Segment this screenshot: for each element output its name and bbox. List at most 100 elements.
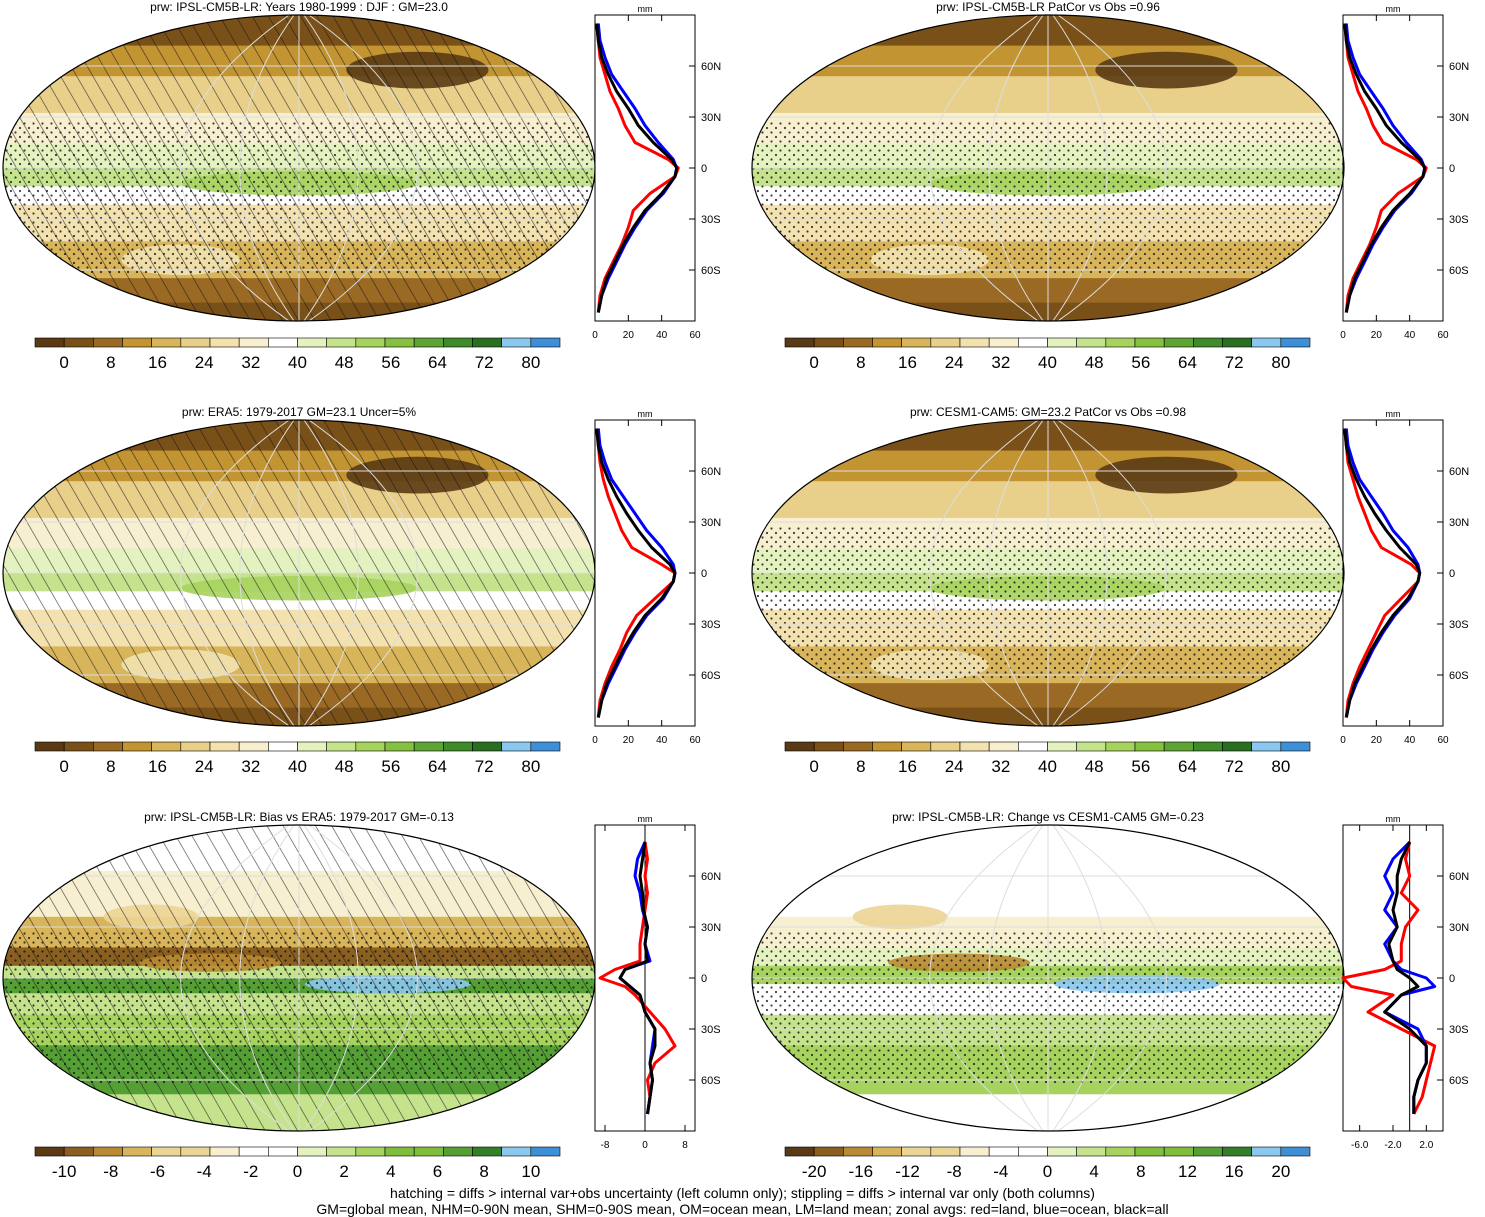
colorbar-segment	[122, 1146, 152, 1157]
zonal-lat-label: 0	[701, 973, 707, 985]
colorbar-tick-label: -2	[243, 1162, 258, 1181]
colorbar-segment	[238, 1146, 269, 1157]
colorbar-segment	[326, 741, 357, 752]
colorbar-segment	[1105, 1146, 1136, 1157]
colorbar-segment	[413, 741, 444, 752]
colorbar-segment	[988, 337, 1019, 348]
colorbar-segment	[1251, 1146, 1282, 1157]
colorbar-tick-label: -10	[52, 1162, 77, 1181]
colorbar-tick-label: 24	[945, 353, 964, 372]
zonal-lat-label: 30N	[1449, 517, 1469, 529]
colorbar-segment	[413, 1146, 444, 1157]
panel-title: prw: IPSL-CM5B-LR: Years 1980-1999 : DJF…	[150, 0, 448, 14]
colorbar-segment	[93, 337, 123, 348]
zonal-line-land	[598, 841, 677, 1115]
colorbar-segment	[1047, 741, 1077, 752]
colorbar-segment	[1163, 741, 1194, 752]
colorbar-segment	[1105, 741, 1136, 752]
zonal-lat-label: 30N	[1449, 112, 1469, 124]
colorbar-segment	[501, 741, 532, 752]
graticule-lon	[239, 15, 295, 321]
colorbar-segment	[93, 1146, 123, 1157]
zonal-lat-label: 60S	[701, 1075, 721, 1087]
colorbar-segment	[872, 1146, 902, 1157]
colorbar-segment	[872, 337, 902, 348]
zonal-unit-label: mm	[1386, 4, 1401, 14]
footer-note-hatching: hatching = diffs > internal var+obs unce…	[390, 1185, 1095, 1201]
zonal-profile: mm -8 0 8 60N 30N 0 30S 60S	[594, 814, 721, 1151]
zonal-lat-label: 30S	[701, 214, 721, 226]
colorbar-segment	[1280, 741, 1311, 752]
colorbar-segment	[34, 741, 65, 752]
zonal-lat-label: 60S	[1449, 670, 1469, 682]
colorbar-tick-label: 64	[428, 353, 447, 372]
colorbar-segment	[901, 1146, 932, 1157]
zonal-profile: mm 0 20 40 60 60N 30N 0 30S 60S	[1340, 409, 1469, 746]
zonal-x-tick-label: 40	[656, 330, 668, 341]
graticule-lon	[303, 420, 359, 726]
colorbar-tick-label: -20	[802, 1162, 827, 1181]
panel-title: prw: IPSL-CM5B-LR: Bias vs ERA5: 1979-20…	[144, 810, 454, 824]
colorbar-segment	[93, 741, 123, 752]
colorbar-segment	[268, 741, 298, 752]
zonal-line-land	[1343, 23, 1428, 313]
colorbar-segment	[326, 337, 357, 348]
zonal-lat-label: 30S	[1449, 1024, 1469, 1036]
colorbar-segment	[238, 337, 269, 348]
colorbar-tick-label: 0	[809, 353, 818, 372]
graticule-lon	[929, 825, 1039, 1131]
map-feature	[1095, 51, 1238, 89]
colorbar-tick-label: 8	[856, 757, 865, 776]
colorbar-segment	[1076, 1146, 1107, 1157]
colorbar-segment	[151, 337, 182, 348]
colorbar-tick-label: -6	[150, 1162, 165, 1181]
zonal-lat-label: 0	[1449, 973, 1455, 985]
colorbar-tick-label: -4	[197, 1162, 212, 1181]
zonal-lat-label: 30N	[701, 112, 721, 124]
colorbar-segment	[813, 741, 844, 752]
colorbar-segment	[34, 1146, 65, 1157]
colorbar-tick-label: 2	[339, 1162, 348, 1181]
zonal-lat-label: 0	[701, 568, 707, 580]
colorbar-tick-label: 8	[106, 353, 115, 372]
zonal-lat-label: 60N	[1449, 61, 1469, 73]
graticule-lon	[308, 420, 418, 726]
graticule-lon	[303, 825, 359, 1131]
zonal-lat-label: 60S	[1449, 265, 1469, 277]
colorbar-segment	[355, 741, 386, 752]
colorbar-segment	[180, 741, 211, 752]
zonal-line-land	[595, 23, 680, 313]
zonal-x-tick-label: -2.0	[1384, 1140, 1402, 1151]
colorbar-tick-label: 16	[148, 353, 167, 372]
colorbar-tick-label: 10	[521, 1162, 540, 1181]
colorbar-segment	[1105, 337, 1136, 348]
colorbar-segment	[530, 337, 561, 348]
colorbar-segment	[1134, 741, 1165, 752]
zonal-lat-label: 30S	[1449, 214, 1469, 226]
colorbar-tick-label: 16	[898, 353, 917, 372]
zonal-x-tick-label: 60	[689, 330, 701, 341]
panel-1: prw: IPSL-CM5B-LR: Years 1980-1999 : DJF…	[2, 0, 721, 372]
zonal-x-tick-label: 60	[1437, 735, 1449, 746]
colorbar-segment	[988, 1146, 1019, 1157]
colorbar-segment	[472, 1146, 502, 1157]
zonal-unit-label: mm	[638, 409, 653, 419]
colorbar-segment	[209, 1146, 240, 1157]
colorbar-tick-label: 48	[1085, 353, 1104, 372]
graticule-lon	[180, 825, 290, 1131]
colorbar-segment	[1222, 1146, 1252, 1157]
zonal-x-tick-label: 0	[592, 330, 598, 341]
colorbar-tick-label: 56	[1131, 353, 1150, 372]
colorbar-tick-label: 72	[475, 757, 494, 776]
colorbar-segment	[151, 741, 182, 752]
footer-note-legend: GM=global mean, NHM=0-90N mean, SHM=0-90…	[316, 1201, 1169, 1217]
zonal-profile: mm 0 20 40 60 60N 30N 0 30S 60S	[592, 4, 721, 341]
colorbar-tick-label: 80	[521, 757, 540, 776]
zonal-x-tick-label: 0	[592, 735, 598, 746]
colorbar-segment	[1047, 337, 1077, 348]
colorbar-tick-label: 0	[59, 353, 68, 372]
zonal-x-tick-label: 60	[1437, 330, 1449, 341]
colorbar-segment	[1163, 1146, 1194, 1157]
zonal-unit-label: mm	[638, 814, 653, 824]
